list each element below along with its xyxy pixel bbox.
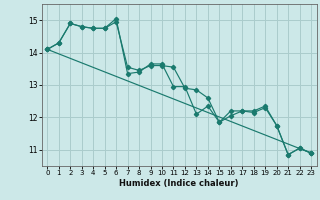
X-axis label: Humidex (Indice chaleur): Humidex (Indice chaleur) (119, 179, 239, 188)
